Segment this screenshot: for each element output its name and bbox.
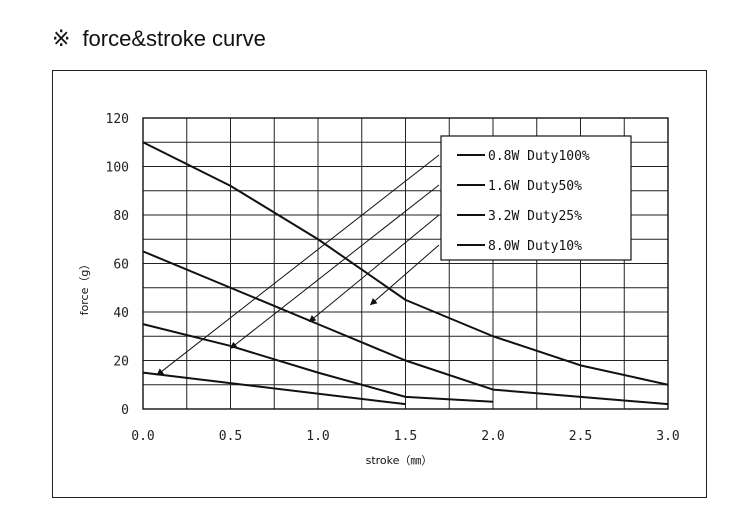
pointer-arrow: [308, 214, 440, 323]
x-tick-label: 0.5: [219, 429, 242, 444]
y-tick-label: 40: [113, 306, 129, 321]
series-lines: [142, 141, 669, 406]
pointer-arrow: [229, 184, 440, 349]
pointer-arrow: [369, 244, 440, 306]
y-tick-label: 120: [106, 112, 129, 127]
y-tick-label: 100: [106, 161, 129, 176]
legend-label: 0.8W Duty100%: [488, 149, 590, 164]
chart-title: force&stroke curve: [82, 26, 266, 51]
x-tick-label: 1.5: [394, 429, 417, 444]
y-tick-label: 20: [113, 355, 129, 370]
pointer-arrow: [156, 154, 440, 376]
legend-label: 8.0W Duty10%: [488, 239, 582, 254]
pointer-arrows: [156, 154, 440, 376]
y-tick-label: 80: [113, 209, 129, 224]
x-tick-label: 0.0: [131, 429, 154, 444]
series-line-4: [142, 141, 669, 386]
force-stroke-chart: 0.0 0.5 1.0 1.5 2.0 2.5 3.0 0 20 40 60 80 100 120 st…: [78, 112, 680, 467]
plot-border: [142, 117, 669, 410]
y-tick-label: 0: [121, 403, 129, 418]
series-line-3: [142, 250, 669, 406]
x-axis-label: stroke（㎜）: [366, 454, 433, 467]
x-axis-ticks: 0.0 0.5 1.0 1.5 2.0 2.5 3.0: [131, 429, 679, 444]
legend-label: 3.2W Duty25%: [488, 209, 582, 224]
x-tick-label: 1.0: [306, 429, 329, 444]
x-tick-label: 2.5: [569, 429, 592, 444]
y-axis-ticks: 0 20 40 60 80 100 120: [106, 112, 129, 418]
legend: 0.8W Duty100% 1.6W Duty50% 3.2W Duty25% 8.0…: [440, 135, 632, 261]
series-line-1: [142, 371, 406, 406]
legend-box: [440, 135, 632, 261]
x-tick-label: 3.0: [656, 429, 679, 444]
x-tick-label: 2.0: [481, 429, 504, 444]
chart-heading: ※ force&stroke curve: [52, 24, 266, 54]
chart-frame: 0.0 0.5 1.0 1.5 2.0 2.5 3.0 0 20 40 60 80 100 120 st…: [52, 70, 707, 498]
series-line-2: [142, 323, 494, 403]
y-axis-label: force（g）: [78, 259, 91, 316]
y-tick-label: 60: [113, 258, 129, 273]
reference-mark-icon: ※: [52, 26, 71, 52]
legend-label: 1.6W Duty50%: [488, 179, 582, 194]
